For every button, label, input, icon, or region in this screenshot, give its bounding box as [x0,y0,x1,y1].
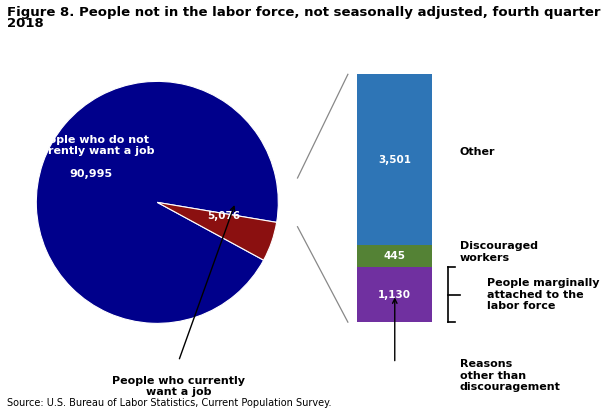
Bar [357,74,432,245]
Text: People marginally
attached to the
labor force: People marginally attached to the labor … [487,278,600,311]
Wedge shape [36,81,278,323]
Text: 2018: 2018 [7,17,44,30]
Text: 3,501: 3,501 [378,155,411,165]
Text: 445: 445 [384,251,406,261]
Text: People who currently
want a job: People who currently want a job [112,376,245,397]
Text: Reasons
other than
discouragement: Reasons other than discouragement [460,359,561,392]
Bar [357,267,432,322]
Text: People who do not
currently want a job

90,995: People who do not currently want a job 9… [27,135,154,179]
Bar [357,245,432,267]
Text: 5,076: 5,076 [208,211,240,221]
Text: Other: Other [460,147,495,157]
Text: Discouraged
workers: Discouraged workers [460,241,538,263]
Text: 1,130: 1,130 [378,290,411,299]
Text: Figure 8. People not in the labor force, not seasonally adjusted, fourth quarter: Figure 8. People not in the labor force,… [7,6,605,19]
Text: Source: U.S. Bureau of Labor Statistics, Current Population Survey.: Source: U.S. Bureau of Labor Statistics,… [7,398,332,408]
Wedge shape [157,202,276,260]
